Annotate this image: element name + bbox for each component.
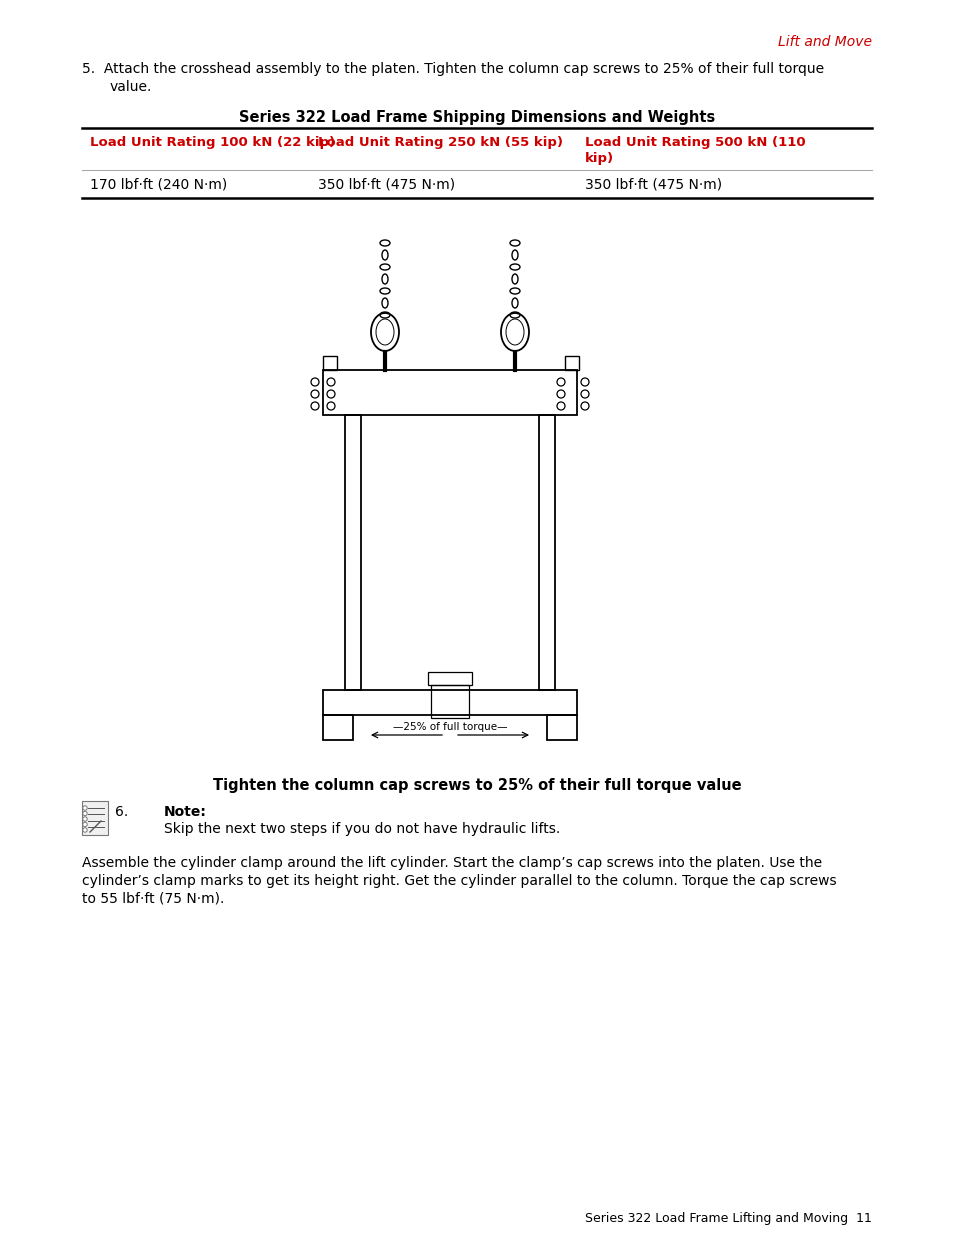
Circle shape: [83, 823, 87, 826]
Text: kip): kip): [584, 152, 614, 165]
Text: —25% of full torque—: —25% of full torque—: [393, 722, 507, 732]
Bar: [345, 415, 360, 690]
Circle shape: [83, 816, 87, 821]
Text: to 55 lbf·ft (75 N·m).: to 55 lbf·ft (75 N·m).: [82, 892, 224, 906]
Bar: [546, 715, 577, 740]
Circle shape: [83, 805, 87, 810]
Bar: [431, 685, 469, 718]
Bar: [323, 370, 577, 415]
Bar: [428, 672, 472, 685]
Text: 170 lbf·ft (240 N·m): 170 lbf·ft (240 N·m): [90, 178, 227, 191]
Text: Lift and Move: Lift and Move: [778, 35, 871, 49]
Text: Load Unit Rating 100 kN (22 kip): Load Unit Rating 100 kN (22 kip): [90, 136, 335, 149]
Text: Series 322 Load Frame Lifting and Moving  11: Series 322 Load Frame Lifting and Moving…: [584, 1212, 871, 1225]
Bar: [538, 415, 555, 690]
Text: 350 lbf·ft (475 N·m): 350 lbf·ft (475 N·m): [584, 178, 721, 191]
Circle shape: [83, 827, 87, 832]
Text: Skip the next two steps if you do not have hydraulic lifts.: Skip the next two steps if you do not ha…: [164, 823, 559, 836]
Text: Assemble the cylinder clamp around the lift cylinder. Start the clamp’s cap scre: Assemble the cylinder clamp around the l…: [82, 856, 821, 869]
Bar: [82, 802, 108, 835]
Text: Load Unit Rating 500 kN (110: Load Unit Rating 500 kN (110: [584, 136, 804, 149]
Text: Load Unit Rating 250 kN (55 kip): Load Unit Rating 250 kN (55 kip): [317, 136, 562, 149]
Bar: [323, 715, 353, 740]
Text: cylinder’s clamp marks to get its height right. Get the cylinder parallel to the: cylinder’s clamp marks to get its height…: [82, 874, 836, 888]
Circle shape: [83, 811, 87, 815]
Text: 5.  Attach the crosshead assembly to the platen. Tighten the column cap screws t: 5. Attach the crosshead assembly to the …: [82, 62, 823, 77]
Text: value.: value.: [110, 80, 152, 94]
Bar: [323, 690, 577, 715]
Bar: [323, 356, 336, 370]
Ellipse shape: [505, 319, 523, 345]
Ellipse shape: [375, 319, 394, 345]
Text: 6.: 6.: [115, 805, 128, 819]
Bar: [564, 356, 578, 370]
Text: Tighten the column cap screws to 25% of their full torque value: Tighten the column cap screws to 25% of …: [213, 778, 740, 793]
Text: Note:: Note:: [164, 805, 207, 819]
Text: Series 322 Load Frame Shipping Dimensions and Weights: Series 322 Load Frame Shipping Dimension…: [238, 110, 715, 125]
Text: 350 lbf·ft (475 N·m): 350 lbf·ft (475 N·m): [317, 178, 455, 191]
